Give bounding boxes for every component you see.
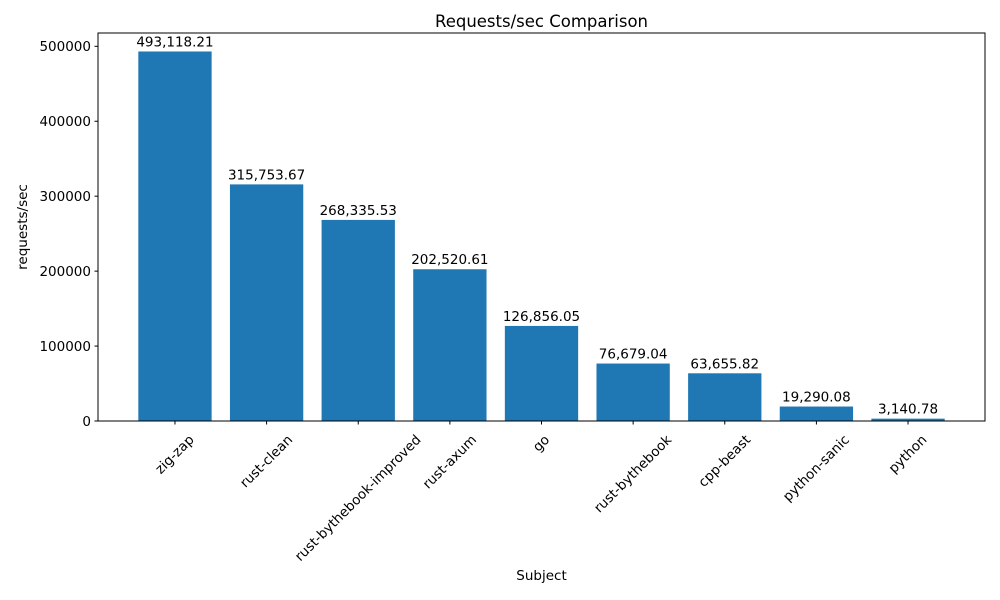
x-axis-label: Subject bbox=[516, 568, 566, 584]
bar-value-label: 315,753.67 bbox=[228, 167, 305, 183]
bar bbox=[321, 219, 395, 421]
x-tick-label: python bbox=[886, 432, 931, 477]
bar bbox=[779, 406, 854, 421]
bar bbox=[138, 51, 212, 421]
bar-value-label: 3,140.78 bbox=[878, 402, 938, 418]
bar-value-label: 202,520.61 bbox=[411, 252, 488, 268]
bar-value-label: 63,655.82 bbox=[690, 356, 759, 372]
chart-title: Requests/sec Comparison bbox=[435, 12, 648, 31]
y-tick-label: 0 bbox=[82, 414, 91, 430]
x-tick-label: rust-axum bbox=[420, 432, 480, 492]
bar-value-label: 268,335.53 bbox=[320, 203, 397, 219]
bar-value-label: 126,856.05 bbox=[503, 309, 580, 325]
x-tick-label: go bbox=[530, 432, 553, 455]
x-tick-label: rust-clean bbox=[237, 432, 296, 491]
bar bbox=[229, 184, 304, 421]
bar bbox=[871, 418, 945, 421]
x-tick-label: python-sanic bbox=[780, 432, 853, 505]
y-axis-label: requests/sec bbox=[15, 184, 31, 270]
bar-value-label: 19,290.08 bbox=[782, 390, 851, 406]
bar-value-label: 493,118.21 bbox=[136, 34, 213, 50]
y-tick-label: 200000 bbox=[39, 264, 91, 280]
x-tick-label: rust-bythebook-improved bbox=[292, 432, 425, 565]
x-tick-label: rust-bythebook bbox=[591, 432, 675, 516]
bar bbox=[596, 363, 670, 421]
x-tick-label: zig-zap bbox=[152, 432, 197, 477]
y-tick-label: 100000 bbox=[39, 339, 91, 355]
bar bbox=[504, 325, 579, 421]
y-tick-label: 500000 bbox=[39, 39, 91, 55]
bar bbox=[688, 373, 762, 421]
bar-value-label: 76,679.04 bbox=[599, 347, 668, 363]
x-tick-label: cpp-beast bbox=[695, 432, 754, 491]
y-tick-label: 400000 bbox=[39, 114, 91, 130]
y-tick-label: 300000 bbox=[39, 189, 91, 205]
bar bbox=[413, 269, 487, 421]
